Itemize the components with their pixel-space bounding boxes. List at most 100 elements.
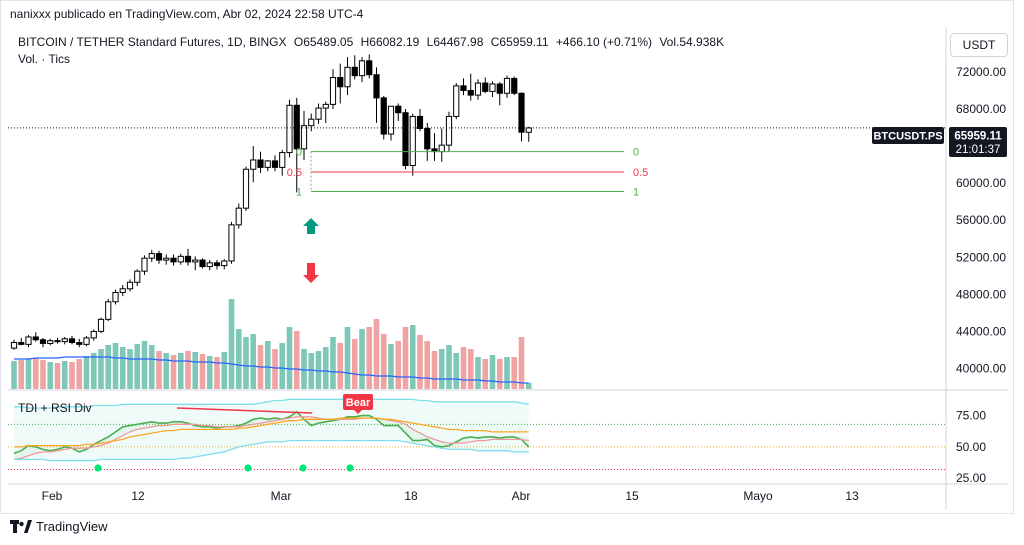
candle <box>271 155 279 172</box>
candle <box>511 76 518 96</box>
candle <box>242 166 250 211</box>
candle <box>395 103 402 122</box>
tradingview-logo-icon <box>10 519 32 533</box>
volume-bar <box>366 327 373 389</box>
volume-bar <box>482 359 489 389</box>
volume-ma-path <box>14 356 529 384</box>
volume-bar <box>141 341 148 389</box>
volume-bar <box>206 356 213 389</box>
candle <box>18 337 25 346</box>
volume-bar <box>127 349 133 389</box>
tradingview-logo-text: TradingView <box>36 519 108 534</box>
arrow-down-icon <box>303 263 319 283</box>
time-tick-label: 18 <box>404 489 418 503</box>
rsi-signal-dot <box>346 464 354 472</box>
currency-button[interactable]: USDT <box>950 33 1008 57</box>
bear-label-text: Bear <box>346 397 371 409</box>
volume-bar <box>301 349 307 389</box>
volume-bar <box>90 353 97 389</box>
price-tick-label: 72000.00 <box>956 65 1006 79</box>
candle <box>47 338 54 346</box>
volume-bar <box>504 357 510 389</box>
bear-label: Bear <box>343 394 373 414</box>
volume-bar <box>446 345 452 389</box>
volume-bar <box>61 361 68 389</box>
candle <box>358 57 366 83</box>
candle <box>366 54 373 79</box>
candle <box>525 126 532 142</box>
candle <box>431 133 438 161</box>
volume-bar <box>373 319 380 389</box>
candle <box>155 250 163 264</box>
publisher-line: nanixxx publicado en TradingView.com, Ab… <box>10 7 364 21</box>
volume-bar <box>409 325 416 389</box>
volume-bar <box>351 339 358 389</box>
rsi-series-line <box>14 439 529 462</box>
ohlc-open: O65489.05 <box>293 35 354 49</box>
last-price-badge <box>949 127 1007 157</box>
candle <box>300 110 308 160</box>
candle <box>105 298 112 322</box>
time-axis[interactable]: Feb 12 Mar 18 Abr 15 Mayo 13 <box>42 489 859 503</box>
divergence-line <box>176 407 313 414</box>
candle <box>315 103 322 124</box>
candle <box>213 260 221 270</box>
candle <box>329 69 337 110</box>
price-badges: BTCUSDT.PS 65959.11 21:01:37 <box>872 127 1007 157</box>
candle <box>489 81 496 97</box>
rsi-panel-lines <box>8 398 946 472</box>
volume-bar <box>475 357 481 389</box>
candle <box>83 336 90 347</box>
price-tick-label: 48000.00 <box>956 287 1006 301</box>
candle <box>351 55 358 80</box>
candle <box>322 101 329 123</box>
candle <box>503 75 511 98</box>
rsi-series-line <box>13 416 529 461</box>
volume-bar <box>279 343 286 389</box>
volume-bar <box>337 343 344 389</box>
ticker-badge <box>872 127 944 144</box>
volume-bar <box>467 349 474 389</box>
price-tick-label: 56000.00 <box>956 213 1006 227</box>
candle <box>184 248 192 266</box>
symbol-line: BITCOIN / TETHER Standard Futures, 1D, B… <box>18 35 724 49</box>
candle <box>250 146 257 183</box>
time-tick-label: 13 <box>845 489 859 503</box>
price-tick-label: 40000.00 <box>956 361 1006 375</box>
volume-bar <box>105 345 112 389</box>
symbol-title[interactable]: BITCOIN / TETHER Standard Futures, 1D, B… <box>18 35 287 49</box>
volume-bar <box>431 351 438 389</box>
volume-bar <box>453 353 460 389</box>
fibonacci-retracement[interactable]: 0 0 0.5 0.5 1 1 <box>287 147 649 199</box>
volume-bar <box>417 335 423 389</box>
time-tick-label: 12 <box>131 489 145 503</box>
rsi-signal-dot <box>299 464 307 472</box>
rsi-axis: 75.00 50.00 25.00 <box>956 409 986 486</box>
rsi-signal-dot <box>94 464 102 472</box>
rsi-tick-label: 75.00 <box>956 409 986 423</box>
chart-frame <box>0 0 1014 514</box>
arrow-up-icon <box>303 218 319 234</box>
volume-bar <box>177 353 184 389</box>
volume-bar <box>18 360 25 389</box>
volume-indicator-label[interactable]: Vol. · Tics <box>18 52 71 66</box>
candle <box>10 339 18 350</box>
candle <box>61 336 68 345</box>
price-axis[interactable]: 72000.0068000.0064000.0060000.0056000.00… <box>956 65 1006 376</box>
candle <box>474 79 482 100</box>
candle <box>518 92 525 142</box>
candle <box>112 289 119 305</box>
volume-bar <box>243 337 249 389</box>
rsi-tick-label: 50.00 <box>956 440 986 454</box>
price-tick-label: 52000.00 <box>956 250 1006 264</box>
price-tick-label: 60000.00 <box>956 176 1006 190</box>
volume-bar <box>293 331 300 389</box>
candle <box>402 109 409 170</box>
candle <box>308 113 315 132</box>
candle <box>141 255 148 275</box>
candle <box>134 269 141 286</box>
candle <box>221 259 228 270</box>
volume-bar <box>496 359 503 389</box>
tradingview-logo[interactable]: TradingView <box>10 519 108 534</box>
